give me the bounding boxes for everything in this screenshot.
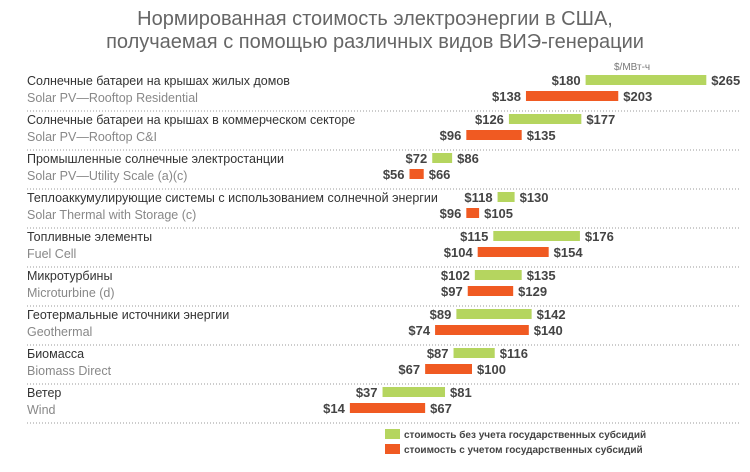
value-label-min: $87: [427, 346, 449, 361]
range-bar: [467, 286, 514, 296]
category-label-en: Biomass Direct: [27, 364, 112, 378]
value-label-min: $118: [464, 190, 492, 205]
category-label-ru: Геотермальные источники энергии: [27, 308, 229, 322]
category-label-ru: Солнечные батареи на крышах жилых домов: [27, 74, 290, 88]
range-bar: [349, 403, 426, 413]
value-label-min: $97: [441, 284, 463, 299]
category-label-en: Solar PV—Rooftop Residential: [27, 91, 198, 105]
chart-title-line2: получаемая с помощью различных видов ВИЭ…: [106, 31, 644, 53]
value-label-max: $105: [484, 206, 513, 221]
category-label-en: Solar PV—Utility Scale (a)(c): [27, 169, 187, 183]
range-bar: [525, 91, 619, 101]
value-label-min: $102: [441, 268, 470, 283]
category-label-en: Wind: [27, 403, 56, 417]
value-label-min: $74: [408, 323, 430, 338]
value-label-min: $14: [323, 401, 345, 416]
value-label-max: $265: [711, 73, 740, 88]
value-label-max: $154: [554, 245, 584, 260]
value-label-min: $89: [430, 307, 452, 322]
category-label-ru: Топливные элементы: [27, 230, 152, 244]
value-label-min: $67: [398, 362, 420, 377]
value-label-min: $104: [444, 245, 474, 260]
value-label-min: $72: [406, 151, 428, 166]
value-label-min: $115: [460, 229, 488, 244]
range-bar: [435, 325, 529, 335]
unit-label: $/МВт-ч: [614, 62, 651, 73]
legend-swatch: [385, 429, 400, 439]
range-bar: [493, 231, 580, 241]
value-label-min: $37: [356, 385, 378, 400]
value-label-max: $130: [520, 190, 549, 205]
value-label-min: $56: [383, 167, 405, 182]
range-bar: [497, 192, 515, 202]
category-label-ru: Солнечные батареи на крышах в коммерческ…: [27, 113, 355, 127]
category-label-ru: Ветер: [27, 386, 61, 400]
value-label-min: $96: [440, 128, 462, 143]
category-label-ru: Промышленные солнечные электростанции: [27, 152, 284, 166]
value-label-max: $176: [585, 229, 614, 244]
value-label-min: $96: [440, 206, 462, 221]
category-label-en: Solar PV—Rooftop C&I: [27, 130, 157, 144]
chart-title-line1: Нормированная стоимость электроэнергии в…: [137, 8, 613, 30]
category-label-ru: Микротурбины: [27, 269, 112, 283]
category-label-en: Solar Thermal with Storage (c): [27, 208, 196, 222]
value-label-max: $129: [518, 284, 547, 299]
range-bar: [432, 153, 453, 163]
value-label-max: $140: [534, 323, 563, 338]
category-label-ru: Биомасса: [27, 347, 84, 361]
range-bar: [425, 364, 472, 374]
range-bar: [585, 75, 707, 85]
range-bar: [477, 247, 549, 257]
value-label-max: $203: [623, 89, 652, 104]
value-label-max: $100: [477, 362, 506, 377]
value-label-min: $180: [552, 73, 581, 88]
value-label-max: $116: [500, 346, 528, 361]
legend-swatch: [385, 444, 400, 454]
legend-label: стоимость с учетом государственных субси…: [404, 444, 643, 456]
value-label-max: $67: [430, 401, 452, 416]
range-bar: [466, 208, 480, 218]
legend-label: стоимость без учета государственных субс…: [404, 429, 646, 441]
value-label-max: $86: [457, 151, 479, 166]
value-label-min: $138: [492, 89, 521, 104]
range-bar: [409, 169, 424, 179]
category-label-en: Microturbine (d): [27, 286, 115, 300]
value-label-min: $126: [475, 112, 504, 127]
value-label-max: $66: [429, 167, 451, 182]
category-label-en: Geothermal: [27, 325, 92, 339]
value-label-max: $81: [450, 385, 472, 400]
category-label-en: Fuel Cell: [27, 247, 76, 261]
range-bar: [456, 309, 532, 319]
category-label-ru: Теплоаккумулирующие системы с использова…: [27, 191, 438, 205]
value-label-max: $177: [586, 112, 615, 127]
range-bar: [474, 270, 522, 280]
range-bar: [466, 130, 522, 140]
value-label-max: $142: [537, 307, 566, 322]
range-bar: [382, 387, 446, 397]
value-label-max: $135: [527, 128, 556, 143]
range-bar: [508, 114, 582, 124]
range-bar: [453, 348, 495, 358]
value-label-max: $135: [527, 268, 556, 283]
